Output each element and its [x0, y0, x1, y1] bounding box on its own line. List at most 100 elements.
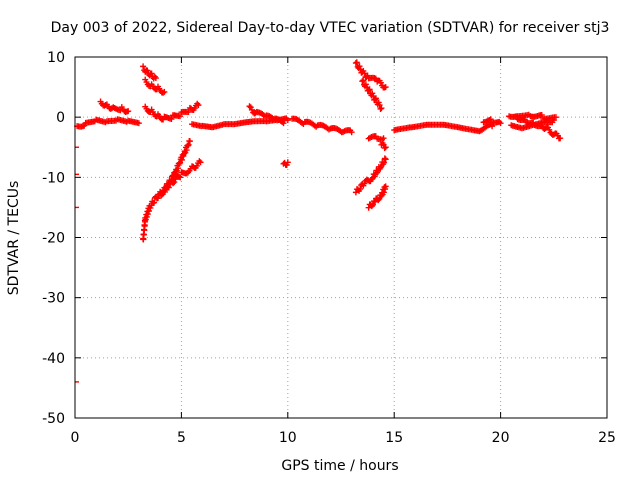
x-axis-label: GPS time / hours — [281, 458, 398, 474]
x-tick-label: 15 — [385, 430, 403, 446]
y-tick-label: 0 — [56, 110, 65, 126]
data-point — [176, 113, 183, 120]
data-point — [160, 89, 167, 96]
data-point — [538, 111, 545, 118]
data-point — [152, 75, 159, 82]
x-tick-label: 5 — [177, 430, 186, 446]
data-point — [135, 120, 142, 127]
segment-bump-early — [97, 98, 132, 115]
data-point — [377, 105, 384, 112]
data-point — [352, 60, 359, 67]
segment-high-short-2 — [142, 76, 168, 96]
data-point — [168, 116, 175, 123]
y-tick-label: -10 — [42, 170, 65, 186]
data-point — [362, 81, 369, 88]
data-point — [280, 120, 287, 127]
data-point — [369, 90, 376, 97]
x-tick-label: 0 — [71, 430, 80, 446]
data-point — [382, 144, 389, 151]
data-point — [177, 174, 184, 181]
data-point — [144, 67, 151, 74]
data-point — [284, 117, 291, 124]
data-point — [140, 63, 147, 70]
segment-drop-1 — [140, 137, 193, 243]
data-points — [74, 59, 564, 383]
data-point — [142, 216, 149, 223]
data-point — [145, 207, 152, 214]
data-point — [186, 138, 193, 145]
data-point — [165, 184, 172, 191]
data-point — [377, 79, 384, 86]
segment-high-13-b — [359, 77, 385, 112]
data-point — [382, 183, 389, 190]
data-point — [148, 70, 155, 77]
grid-lines — [75, 57, 607, 418]
segment-mid-bump — [142, 100, 202, 123]
data-point — [185, 109, 192, 116]
data-point — [380, 189, 387, 196]
data-point — [372, 95, 379, 102]
data-point — [158, 192, 165, 199]
data-point — [357, 185, 364, 192]
y-tick-label: -30 — [42, 291, 65, 307]
data-point — [195, 102, 202, 109]
segment-drop-2 — [157, 158, 204, 199]
x-tick-label: 10 — [279, 430, 297, 446]
data-point — [365, 87, 372, 94]
data-point — [380, 135, 387, 142]
data-point — [356, 63, 363, 70]
y-tick-label: -50 — [42, 411, 65, 427]
data-point — [382, 156, 389, 163]
data-point — [380, 159, 387, 166]
data-point — [161, 88, 168, 95]
data-point — [154, 195, 161, 202]
data-point — [125, 108, 132, 115]
data-point — [353, 59, 360, 66]
y-tick-label: -40 — [42, 351, 65, 367]
y-axis-label: SDTVAR / TECUs — [6, 181, 22, 296]
data-point — [144, 211, 151, 218]
data-point — [381, 145, 388, 152]
segment-high-short-1 — [140, 63, 159, 82]
data-point — [552, 114, 559, 121]
y-axis-ticks: 10 0 -10 -20 -30 -40 -50 — [42, 50, 607, 427]
data-point — [487, 116, 494, 123]
data-point — [179, 156, 186, 163]
data-point — [361, 70, 368, 77]
x-tick-label: 25 — [598, 430, 616, 446]
y-tick-label: -20 — [42, 231, 65, 247]
segment-short-14 — [365, 133, 387, 143]
data-point — [375, 197, 382, 204]
data-point — [365, 204, 372, 211]
data-point — [378, 105, 385, 112]
segment-drop-13-b — [365, 183, 389, 211]
data-point — [196, 158, 203, 165]
segment-baseline-late-1 — [289, 115, 355, 136]
data-point — [171, 179, 178, 186]
data-point — [376, 102, 383, 109]
y-tick-label: 10 — [47, 50, 65, 66]
data-point — [151, 199, 158, 206]
data-point — [557, 135, 564, 142]
data-point — [283, 161, 290, 168]
segment-baseline-late-2 — [391, 121, 496, 135]
data-point — [284, 159, 291, 166]
segment-short-14-b — [378, 140, 389, 152]
x-tick-label: 20 — [492, 430, 510, 446]
data-point — [366, 86, 373, 93]
segment-drop-13 — [352, 155, 389, 196]
segment-late-bump — [480, 116, 504, 127]
data-point — [381, 155, 388, 162]
segment-mid-bump-2 — [246, 103, 287, 127]
data-point — [372, 198, 379, 205]
segment-tail-3 — [514, 111, 559, 122]
chart-title: Day 003 of 2022, Sidereal Day-to-day VTE… — [51, 20, 610, 36]
data-point — [193, 162, 200, 169]
segment-tail-2 — [508, 117, 557, 132]
data-point — [246, 103, 253, 110]
data-point — [360, 77, 367, 84]
data-point — [143, 213, 150, 220]
data-point — [170, 180, 177, 187]
data-point — [359, 78, 366, 85]
